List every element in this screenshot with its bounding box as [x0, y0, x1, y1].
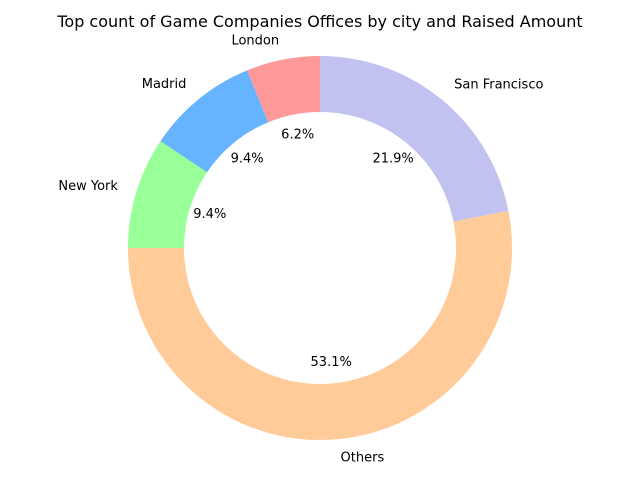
slice-label-madrid: Madrid: [142, 77, 187, 92]
slice-percent-london: 6.2%: [281, 127, 314, 142]
slice-label-london: London: [231, 33, 279, 48]
chart-title: Top count of Game Companies Offices by c…: [56, 12, 582, 31]
slice-percent-san-francisco: 21.9%: [372, 152, 413, 167]
slice-new-york: [128, 141, 208, 248]
slice-percent-others: 53.1%: [311, 355, 352, 370]
slice-label-others: Others: [341, 451, 385, 466]
slice-label-san-francisco: San Francisco: [454, 77, 543, 92]
slice-percent-madrid: 9.4%: [231, 151, 264, 166]
slice-san-francisco: [320, 56, 509, 222]
slices-group: [128, 56, 512, 440]
slice-others: [128, 210, 512, 440]
slice-percent-new-york: 9.4%: [193, 207, 226, 222]
slice-label-new-york: New York: [58, 179, 118, 194]
slice-london: [247, 56, 320, 123]
labels-group: San Francisco 21.9% Others 53.1% New York 9.4…: [58, 33, 543, 465]
slice-madrid: [160, 70, 269, 173]
